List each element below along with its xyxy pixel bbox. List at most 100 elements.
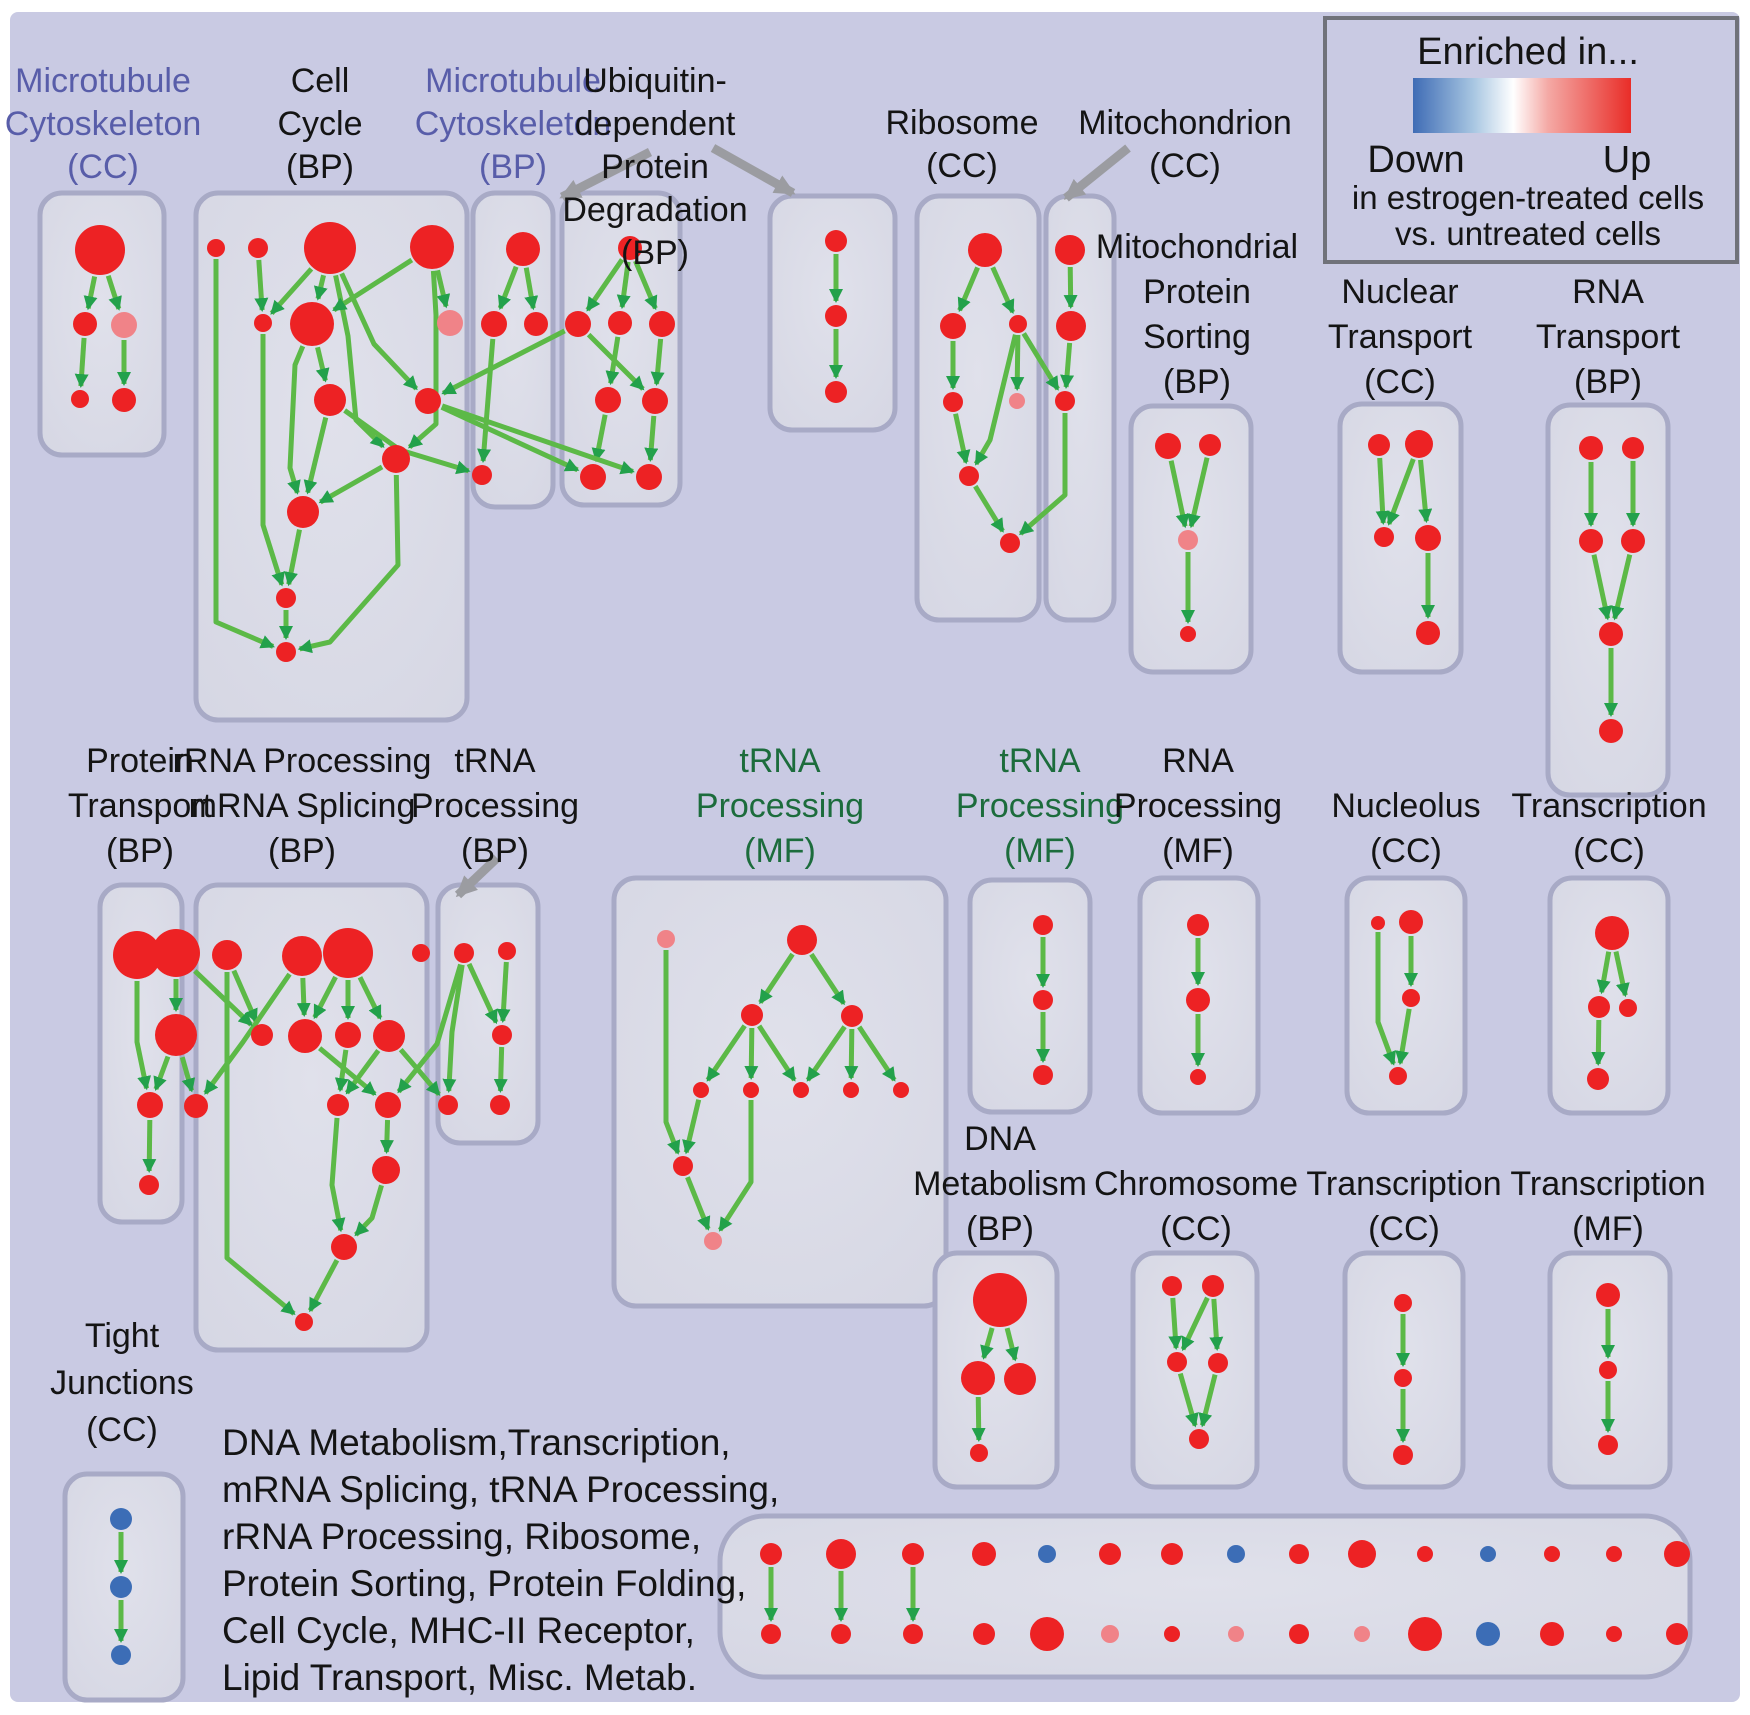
nucleolus-node-1 xyxy=(1399,910,1423,934)
label-rrna-mrna-splicing: mRNA Splicing xyxy=(189,787,416,825)
dna-metabolism-node-0 xyxy=(973,1273,1027,1327)
label-trna-processing-bp: Processing xyxy=(411,787,579,825)
chromosome-node-1 xyxy=(1202,1275,1224,1297)
ubiquitin-degradation-b-node-1 xyxy=(825,305,847,327)
nucleolus-edge-0 xyxy=(1375,932,1396,1066)
trna-processing-mf-1-node-0 xyxy=(657,930,675,948)
trna-processing-mf-1-node-9 xyxy=(673,1156,693,1176)
cell-cycle-edge-4 xyxy=(313,274,328,301)
dna-metabolism-node-3 xyxy=(970,1444,988,1462)
ubiquitin-degradation-a-node-6 xyxy=(580,464,606,490)
label-transcription-mf: (MF) xyxy=(1572,1210,1644,1248)
protein-transport-node-1 xyxy=(152,929,200,977)
ribosome-node-5 xyxy=(959,466,979,486)
chromosome-edge-3 xyxy=(1177,1372,1199,1428)
nucleolus-node-3 xyxy=(1389,1067,1407,1085)
label-dna-metabolism: Metabolism xyxy=(913,1165,1087,1203)
strip-node-top-2 xyxy=(902,1543,924,1565)
ubiquitin-degradation-b-node-0 xyxy=(825,230,847,252)
trna-processing-mf-1-node-10 xyxy=(704,1232,722,1250)
trna-processing-bp-edge-1 xyxy=(496,961,511,1024)
strip-node-top-1 xyxy=(826,1539,856,1569)
trna-processing-bp-node-0 xyxy=(454,943,474,963)
label-trna-processing-mf-1: (MF) xyxy=(744,832,816,870)
label-cell-cycle: Cycle xyxy=(277,105,362,143)
nuclear-transport-edge-2 xyxy=(1418,459,1433,524)
strip-node-top-5 xyxy=(1099,1543,1121,1565)
label-nucleolus: Nucleolus xyxy=(1331,787,1480,825)
chromosome-node-4 xyxy=(1189,1429,1209,1449)
trna-processing-mf-1-edge-1 xyxy=(758,952,795,1005)
strip-node-top-14 xyxy=(1664,1541,1690,1567)
label-microtubule-cytoskeleton-bp: Microtubule xyxy=(425,62,601,100)
ubiquitin-degradation-a-edge-7 xyxy=(644,415,659,463)
dna-metabolism-edge-1 xyxy=(1004,1327,1019,1362)
label-rna-processing-mf: (MF) xyxy=(1162,832,1234,870)
label-mito-protein-sorting: Mitochondrial xyxy=(1096,228,1298,266)
label-ribosome: Ribosome xyxy=(885,104,1038,142)
nuclear-transport-node-0 xyxy=(1368,434,1390,456)
nuclear-transport-node-3 xyxy=(1415,525,1441,551)
label-trna-processing-bp: tRNA xyxy=(454,742,536,780)
label-nucleolus: (CC) xyxy=(1370,832,1442,870)
mixed-terms-strip-box xyxy=(717,1513,1693,1680)
nuclear-transport-node-2 xyxy=(1374,527,1394,547)
transcription-cc-row3-node-1 xyxy=(1394,1369,1412,1387)
rrna-mrna-splicing-node-9 xyxy=(375,1092,401,1118)
rna-transport-edge-2 xyxy=(1591,554,1612,621)
rrna-mrna-splicing-node-8 xyxy=(327,1094,349,1116)
nodes-layer xyxy=(71,222,1690,1665)
legend-gradient-bar xyxy=(1413,78,1631,133)
cell-cycle-node-2 xyxy=(304,222,356,274)
pointer-to-trna-bp-box-icon xyxy=(454,854,501,899)
cell-cycle-edge-11 xyxy=(287,345,306,495)
rna-transport-node-2 xyxy=(1579,529,1603,553)
microtubule-cytoskeleton-bp-edge-1 xyxy=(523,267,539,311)
trna-processing-mf-1-edge-10 xyxy=(717,1100,754,1232)
cell-cycle-node-1 xyxy=(248,238,268,258)
mito-protein-sorting-edge-0 xyxy=(1168,460,1190,529)
rrna-mrna-splicing-edge-5 xyxy=(357,976,383,1020)
label-cell-cycle: (BP) xyxy=(286,148,354,186)
label-microtubule-cytoskeleton-bp: (BP) xyxy=(479,148,547,186)
collapsed-clusters-annotation: rRNA Processing, Ribosome, xyxy=(222,1516,701,1557)
rna-processing-mf-node-1 xyxy=(1186,988,1210,1012)
label-nuclear-transport: Nuclear xyxy=(1341,273,1458,311)
strip-node-top-8 xyxy=(1289,1544,1309,1564)
cell-cycle-edge-3 xyxy=(269,267,314,315)
rrna-mrna-splicing-edge-11 xyxy=(354,1184,384,1237)
chromosome-node-0 xyxy=(1162,1276,1182,1296)
label-transcription-mf: Transcription xyxy=(1510,1165,1705,1203)
ubiquitin-degradation-a-edge-0 xyxy=(585,258,625,312)
cell-cycle-node-9 xyxy=(382,445,410,473)
collapsed-clusters-annotation: Protein Sorting, Protein Folding, xyxy=(222,1563,746,1604)
rna-processing-mf-node-2 xyxy=(1190,1069,1206,1085)
trna-processing-mf-2-node-2 xyxy=(1033,1065,1053,1085)
trna-processing-mf-1-edge-3 xyxy=(705,1024,747,1082)
dna-metabolism-box xyxy=(932,1250,1060,1490)
protein-transport-node-4 xyxy=(184,1094,208,1118)
trna-processing-mf-2-node-0 xyxy=(1033,915,1053,935)
cross-edge-8 xyxy=(203,972,292,1095)
microtubule-cytoskeleton-cc-node-1 xyxy=(73,312,97,336)
rrna-mrna-splicing-node-11 xyxy=(331,1234,357,1260)
label-mitochondrion: Mitochondrion xyxy=(1078,104,1292,142)
trna-processing-mf-1-node-2 xyxy=(741,1004,763,1026)
strip-node-top-6 xyxy=(1161,1543,1183,1565)
rrna-mrna-splicing-edge-3 xyxy=(312,975,338,1020)
rna-processing-mf-node-0 xyxy=(1187,914,1209,936)
label-transcription-cc-row2: Transcription xyxy=(1511,787,1706,825)
mitochondrion-edge-1 xyxy=(1060,342,1075,390)
microtubule-cytoskeleton-cc-node-3 xyxy=(71,390,89,408)
label-cell-cycle: Cell xyxy=(291,62,350,100)
cross-edge-3 xyxy=(441,403,635,475)
trna-processing-bp-edge-0 xyxy=(466,962,499,1025)
trna-processing-mf-1-node-3 xyxy=(841,1005,863,1027)
rrna-mrna-splicing-node-2 xyxy=(323,928,373,978)
label-ubiquitin-degradation: (BP) xyxy=(621,234,689,272)
cross-edge-9 xyxy=(193,969,253,1027)
rna-transport-node-4 xyxy=(1599,622,1623,646)
transcription-cc-row2-node-3 xyxy=(1587,1068,1609,1090)
trna-processing-mf-2-node-1 xyxy=(1033,990,1053,1010)
tight-junctions-node-1 xyxy=(110,1576,132,1598)
